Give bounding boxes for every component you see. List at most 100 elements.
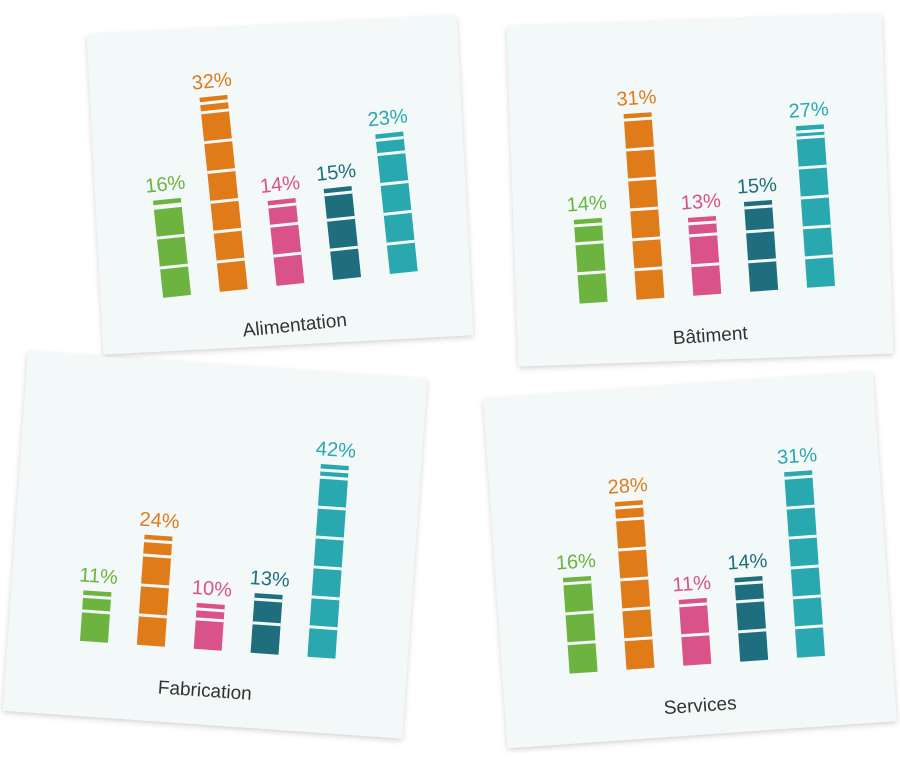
card: 14%31%13%15%27%Bâtiment bbox=[506, 13, 894, 367]
bar-divider bbox=[615, 504, 644, 510]
card: 16%32%14% 15%23%Alimentation bbox=[86, 15, 474, 355]
bar-divider bbox=[784, 474, 813, 480]
bar-divider bbox=[216, 257, 245, 264]
bar-divider bbox=[618, 546, 647, 552]
bar-divider bbox=[790, 564, 819, 570]
value-label: 24% bbox=[139, 509, 181, 534]
bar-divider bbox=[628, 176, 657, 182]
bar bbox=[687, 215, 722, 296]
bar-divider bbox=[320, 468, 349, 474]
bar bbox=[199, 94, 248, 292]
value-label: 11% bbox=[79, 564, 119, 589]
bar-divider bbox=[798, 164, 827, 170]
bar-divider bbox=[153, 203, 182, 210]
bar-divider bbox=[383, 209, 412, 216]
bar-divider bbox=[794, 624, 824, 630]
bar-divider bbox=[254, 597, 283, 603]
chart-title: Services bbox=[663, 693, 737, 719]
bar-divider bbox=[319, 475, 349, 481]
card: 11%24%10% 13%42%Fabrication bbox=[2, 351, 428, 739]
bar-group: 16% 28% 11% 14% 31% Services bbox=[555, 444, 826, 719]
bar-divider bbox=[689, 232, 718, 238]
bar-divider bbox=[792, 594, 821, 600]
bar-divider bbox=[195, 617, 224, 623]
bar-divider bbox=[252, 621, 281, 627]
bar-divider bbox=[153, 202, 182, 209]
bar-divider bbox=[380, 180, 409, 186]
bar-group: 14%31%13%15%27%Bâtiment bbox=[566, 86, 836, 349]
bar-divider bbox=[734, 580, 763, 586]
bar-divider bbox=[326, 215, 355, 222]
bar bbox=[678, 597, 712, 666]
bar-divider bbox=[315, 535, 344, 541]
bar-divider bbox=[802, 224, 831, 230]
bar-divider bbox=[311, 595, 340, 601]
bar-divider bbox=[620, 576, 649, 582]
bar-divider bbox=[313, 565, 342, 571]
bar-divider bbox=[691, 262, 720, 268]
value-label: 13% bbox=[680, 190, 722, 215]
bar bbox=[562, 575, 598, 674]
bar-divider bbox=[199, 99, 229, 106]
bar-group: 11%24%10% 13%42%Fabrication bbox=[79, 438, 357, 705]
bar-divider bbox=[82, 594, 112, 600]
bar-divider bbox=[575, 240, 604, 246]
bar-divider bbox=[634, 266, 663, 272]
bar-divider bbox=[735, 598, 765, 604]
bar-divider bbox=[688, 220, 717, 226]
bar-divider bbox=[622, 606, 651, 612]
bar bbox=[734, 575, 769, 662]
bar-divider bbox=[268, 202, 297, 209]
bar-divider bbox=[577, 270, 606, 276]
value-label: 28% bbox=[607, 474, 649, 499]
value-label: 15% bbox=[736, 174, 778, 199]
value-label: 11% bbox=[672, 572, 712, 597]
bar-divider bbox=[796, 128, 825, 134]
card-background bbox=[506, 13, 894, 367]
bar bbox=[193, 602, 225, 651]
value-label: 13% bbox=[249, 567, 291, 592]
bar-divider bbox=[273, 251, 302, 258]
bar-divider bbox=[138, 613, 167, 619]
bar-divider bbox=[624, 636, 653, 642]
bar-divider bbox=[81, 609, 111, 615]
bar-divider bbox=[748, 258, 777, 264]
bar-divider bbox=[196, 607, 225, 613]
value-label: 42% bbox=[315, 438, 357, 463]
bar bbox=[784, 470, 826, 658]
value-label: 10% bbox=[191, 577, 233, 602]
bar-divider bbox=[270, 221, 299, 228]
bar bbox=[573, 217, 608, 304]
bar-divider bbox=[744, 204, 773, 210]
bar-divider bbox=[140, 583, 170, 589]
bar-divider bbox=[200, 108, 230, 115]
bar bbox=[152, 197, 192, 298]
bar-divider bbox=[630, 206, 659, 212]
bar bbox=[307, 463, 349, 659]
value-label: 16% bbox=[555, 550, 597, 575]
bar-divider bbox=[623, 116, 652, 122]
bar-divider bbox=[210, 197, 239, 204]
card-background bbox=[483, 371, 897, 749]
bar-divider bbox=[207, 168, 236, 175]
bar bbox=[267, 198, 305, 286]
bar bbox=[623, 112, 665, 300]
bar-divider bbox=[143, 553, 172, 559]
bar-divider bbox=[377, 150, 406, 157]
bar-divider bbox=[309, 625, 338, 631]
bar-divider bbox=[317, 505, 346, 511]
value-label: 23% bbox=[367, 105, 409, 131]
value-label: 31% bbox=[616, 86, 658, 111]
value-label: 16% bbox=[144, 172, 186, 198]
bar-divider bbox=[788, 534, 817, 540]
value-label: 14% bbox=[566, 192, 608, 217]
bar-divider bbox=[574, 222, 603, 228]
bar-divider bbox=[204, 138, 233, 145]
bar bbox=[614, 500, 655, 670]
bar-divider bbox=[567, 640, 596, 646]
bar-divider bbox=[800, 194, 829, 200]
bar-divider bbox=[159, 263, 189, 270]
bar bbox=[743, 200, 779, 292]
bar-divider bbox=[786, 504, 815, 510]
